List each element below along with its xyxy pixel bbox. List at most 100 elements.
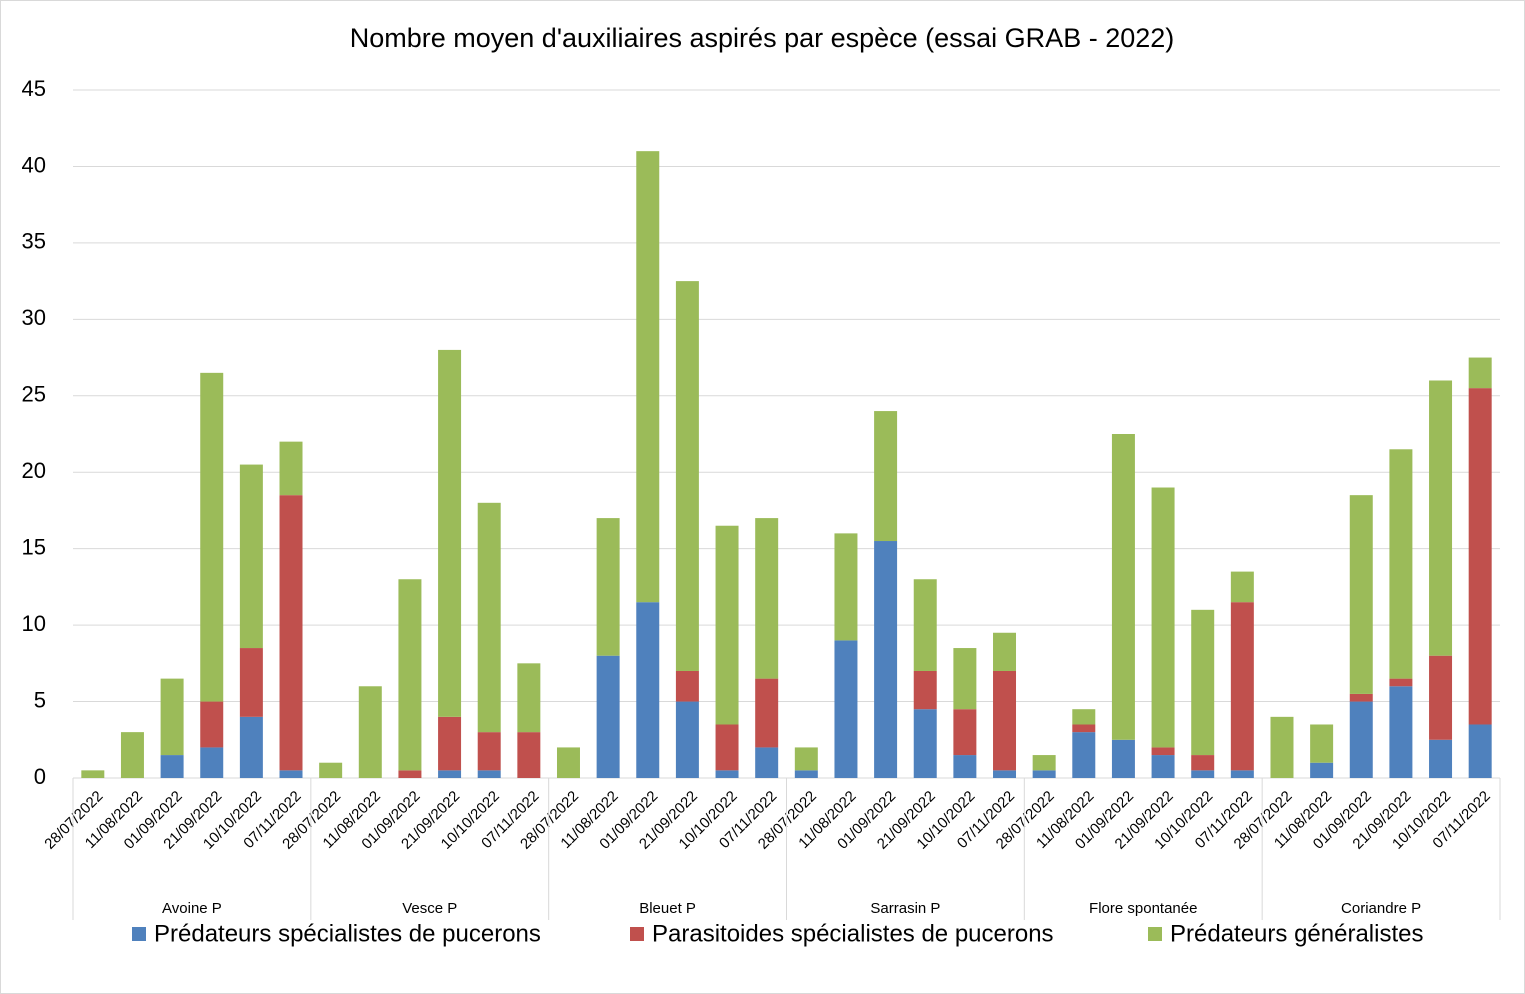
legend-swatch [132, 927, 146, 941]
bar-segment [913, 579, 937, 671]
bar-segment [200, 701, 224, 748]
bar-segment [1230, 571, 1254, 603]
bar-segment [477, 770, 501, 778]
bar-segment [1270, 716, 1294, 778]
bar-segment [1072, 724, 1096, 733]
legend-swatch [1148, 927, 1162, 941]
bar-segment [913, 709, 937, 778]
bar-segment [438, 770, 462, 778]
bar-segment [1468, 357, 1492, 389]
bar-segment [834, 533, 858, 641]
bar-segment [1468, 724, 1492, 778]
bar-segment [1111, 739, 1135, 778]
y-tick-label: 15 [22, 534, 46, 559]
bar-segment [1230, 602, 1254, 771]
bar-segment [438, 716, 462, 771]
bar-segment [1191, 770, 1215, 778]
bar-segment [1032, 770, 1056, 778]
bar-segment [398, 579, 422, 771]
bar-segment [81, 770, 105, 778]
y-tick-label: 45 [22, 76, 46, 101]
bar-segment [1429, 739, 1453, 778]
bar-segment [319, 762, 343, 778]
y-tick-label: 10 [22, 611, 46, 636]
y-tick-label: 20 [22, 458, 46, 483]
bar-segment [1151, 747, 1175, 756]
bar-segment [874, 541, 898, 778]
bar-segment [993, 670, 1017, 771]
y-tick-label: 40 [22, 152, 46, 177]
bar-segment [239, 464, 263, 649]
bar-segment [675, 701, 699, 778]
bar-segment [953, 709, 977, 756]
bar-segment [1310, 724, 1334, 763]
bar-segment [636, 602, 660, 778]
bar-segment [279, 770, 303, 778]
bar-segment [1072, 709, 1096, 725]
bar-segment [755, 518, 779, 679]
bar-segment [755, 678, 779, 748]
bar-segment [874, 411, 898, 542]
bar-segment [438, 349, 462, 717]
bar-segment [477, 732, 501, 771]
bar-segment [715, 770, 739, 778]
legend-label: Prédateurs spécialistes de pucerons [154, 920, 541, 947]
group-label: Bleuet P [639, 900, 696, 917]
bar-segment [1032, 755, 1056, 771]
bar-segment [1349, 701, 1373, 778]
group-label: Coriandre P [1341, 900, 1421, 917]
legend-swatch [630, 927, 644, 941]
bar-segment [239, 648, 263, 717]
bar-segment [120, 732, 144, 778]
bar-segment [993, 770, 1017, 778]
bar-segment [715, 525, 739, 725]
bar-segment [517, 732, 541, 778]
bar-segment [160, 678, 184, 756]
bar-segment [1191, 609, 1215, 756]
bar-segment [636, 151, 660, 603]
bar-segment [755, 747, 779, 778]
bar-segment [1389, 449, 1413, 679]
bar-segment [1389, 678, 1413, 687]
bar-segment [794, 770, 818, 778]
y-tick-label: 35 [22, 229, 46, 254]
bar-segment [596, 655, 620, 778]
group-label: Flore spontanée [1089, 900, 1197, 917]
bar-segment [794, 747, 818, 771]
bar-segment [1349, 693, 1373, 702]
bar-segment [1429, 655, 1453, 740]
bar-segment [675, 281, 699, 671]
bar-segment [477, 502, 501, 733]
bar-segment [913, 670, 937, 710]
bar-segment [279, 495, 303, 771]
bar-segment [1349, 495, 1373, 694]
bar-segment [517, 663, 541, 733]
bar-segment [1151, 755, 1175, 778]
bar-segment [160, 755, 184, 778]
chart-title: Nombre moyen d'auxiliaires aspirés par e… [350, 23, 1175, 53]
bar-segment [358, 686, 382, 778]
bar-segment [1191, 755, 1215, 771]
bar-segment [1429, 380, 1453, 656]
y-tick-label: 5 [34, 687, 46, 712]
bar-segment [556, 747, 580, 778]
group-label: Avoine P [162, 900, 222, 917]
bar-segment [239, 716, 263, 778]
y-tick-label: 0 [34, 764, 46, 789]
y-tick-label: 30 [22, 305, 46, 330]
bar-segment [1151, 487, 1175, 748]
legend-label: Prédateurs généralistes [1170, 920, 1423, 947]
bar-segment [1310, 762, 1334, 778]
bar-segment [200, 747, 224, 778]
group-label: Vesce P [402, 900, 457, 917]
legend-label: Parasitoides spécialistes de pucerons [652, 920, 1054, 947]
bar-segment [675, 670, 699, 702]
bar-segment [398, 770, 422, 778]
bar-segment [834, 640, 858, 778]
bar-segment [715, 724, 739, 771]
bar-segment [279, 441, 303, 496]
bar-segment [993, 632, 1017, 671]
bar-segment [953, 755, 977, 778]
bar-segment [1389, 686, 1413, 778]
